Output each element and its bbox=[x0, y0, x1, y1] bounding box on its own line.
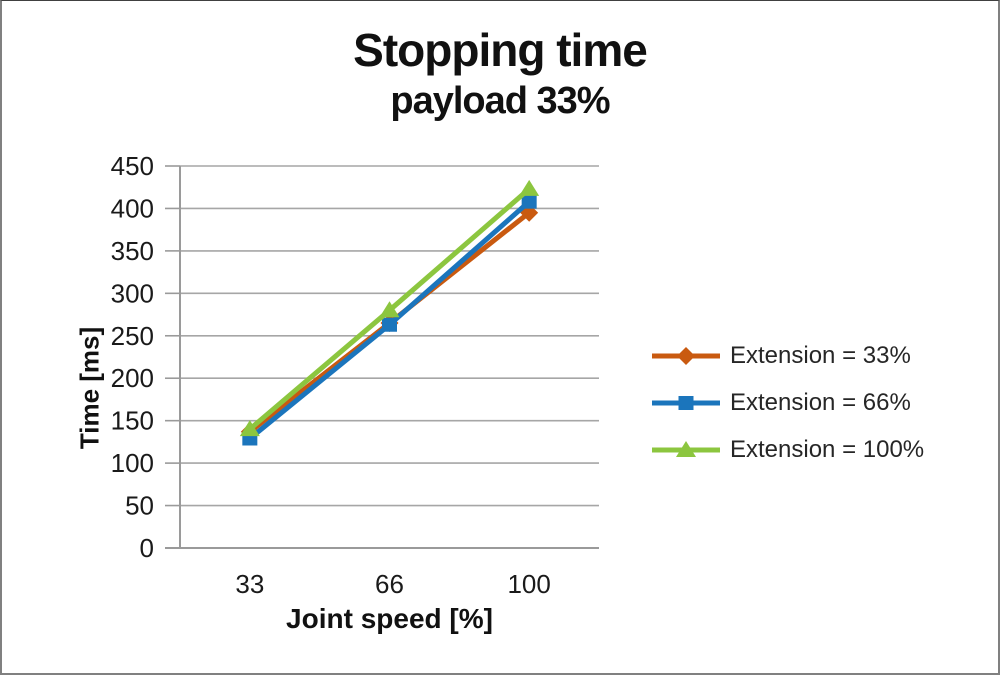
y-tick-label: 150 bbox=[111, 406, 154, 436]
legend-item-2: Extension = 100% bbox=[650, 436, 924, 464]
legend-swatch bbox=[652, 396, 720, 410]
legend-swatch bbox=[652, 441, 720, 457]
square-marker-icon bbox=[678, 396, 694, 410]
legend-label: Extension = 100% bbox=[730, 436, 925, 463]
square-marker-icon bbox=[382, 317, 397, 332]
square-marker-icon bbox=[521, 194, 537, 209]
legend-item-0: Extension = 33% bbox=[650, 342, 924, 370]
triangle-marker-icon bbox=[379, 301, 400, 318]
diamond-marker-icon bbox=[677, 347, 695, 365]
triangle-marker-icon bbox=[676, 441, 696, 457]
legend-label: Extension = 66% bbox=[730, 389, 911, 416]
x-axis-title: Joint speed [%] bbox=[286, 603, 493, 634]
y-tick-label: 100 bbox=[111, 448, 154, 478]
y-tick-label: 400 bbox=[111, 193, 154, 223]
y-tick-label: 450 bbox=[111, 151, 154, 181]
x-tick-label: 100 bbox=[507, 569, 550, 599]
y-axis-title: Time [ms] bbox=[74, 326, 105, 450]
legend-swatch bbox=[652, 347, 720, 365]
legend: Extension = 33% Extension = 66% Extension … bbox=[650, 342, 924, 464]
y-tick-label: 200 bbox=[111, 363, 154, 393]
y-tick-label: 250 bbox=[111, 321, 154, 351]
triangle-marker-icon bbox=[519, 179, 540, 196]
x-tick-label: 66 bbox=[375, 569, 404, 599]
triangle-marker-icon bbox=[239, 420, 260, 437]
legend-label: Extension = 33% bbox=[730, 342, 911, 369]
y-tick-label: 300 bbox=[111, 278, 154, 308]
y-tick-label: 50 bbox=[125, 491, 154, 521]
y-tick-label: 350 bbox=[111, 236, 154, 266]
chart-subtitle: payload 33% bbox=[390, 80, 610, 122]
y-tick-label: 0 bbox=[140, 533, 154, 563]
chart-title: Stopping time bbox=[353, 24, 648, 76]
legend-item-1: Extension = 66% bbox=[650, 389, 924, 417]
x-tick-label: 33 bbox=[235, 569, 264, 599]
